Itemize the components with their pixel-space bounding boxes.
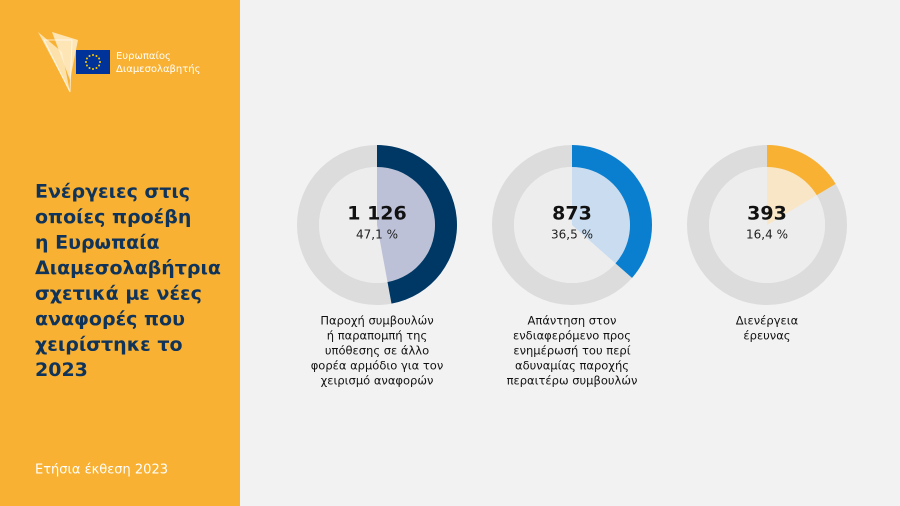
logo-text: Ευρωπαίος bbox=[116, 50, 171, 62]
star bbox=[98, 64, 101, 67]
count: 873 bbox=[552, 203, 592, 225]
caption-line: έρευνας bbox=[743, 329, 790, 343]
percent: 16,4 % bbox=[746, 228, 788, 242]
star bbox=[99, 61, 101, 63]
caption-line: Διενέργεια bbox=[736, 314, 799, 328]
ring-arc bbox=[767, 145, 836, 196]
caption-line: αδυναμίας παροχής bbox=[515, 359, 629, 373]
star bbox=[95, 67, 98, 70]
title-line: Διαμεσολαβήτρια bbox=[35, 257, 221, 279]
star bbox=[92, 68, 94, 70]
title-line: χειρίστηκε το bbox=[35, 334, 183, 356]
star bbox=[85, 64, 88, 67]
caption-line: ή παραπομπή της bbox=[327, 329, 427, 343]
caption-line: ενδιαφερόμενο προς bbox=[513, 329, 631, 343]
star bbox=[98, 57, 101, 60]
caption-line: φορέα αρμόδιο για τον bbox=[311, 359, 444, 373]
caption-line: ενημέρωσή του περί bbox=[513, 344, 630, 358]
inner-wedge bbox=[767, 167, 817, 225]
title-line: 2023 bbox=[35, 359, 88, 381]
title-line: η Ευρωπαία bbox=[35, 232, 160, 254]
star bbox=[88, 54, 91, 57]
inner-wedge bbox=[377, 167, 436, 283]
title-line: Ενέργειες στις bbox=[35, 181, 190, 203]
ring-arc bbox=[377, 145, 458, 304]
title-line: σχετικά με νέες bbox=[35, 283, 202, 305]
logo-text: Διαμεσολαβητής bbox=[116, 63, 201, 75]
caption-line: Απάντηση στον bbox=[528, 314, 617, 328]
sidebar-title: Ενέργειες στις οποίες προέβη η Ευρωπαία Δια… bbox=[35, 181, 221, 382]
percent: 47,1 % bbox=[356, 228, 398, 242]
caption-line: υπόθεσης σε άλλο bbox=[325, 344, 429, 358]
title-line: οποίες προέβη bbox=[35, 206, 191, 228]
star bbox=[85, 57, 88, 60]
star bbox=[95, 54, 98, 57]
star bbox=[92, 54, 94, 56]
percent: 36,5 % bbox=[551, 228, 593, 242]
caption-line: περαιτέρω συμβουλών bbox=[507, 374, 638, 388]
caption-line: χειρισμό αναφορών bbox=[321, 374, 434, 388]
star bbox=[88, 67, 91, 70]
inner-wedge bbox=[572, 167, 631, 264]
count: 393 bbox=[747, 203, 787, 225]
sidebar bbox=[0, 0, 240, 506]
ring-arc bbox=[572, 145, 652, 278]
logo-mark bbox=[38, 32, 110, 93]
footer: Ετήσια έκθεση 2023 bbox=[35, 463, 168, 478]
star bbox=[85, 61, 87, 63]
title-line: αναφορές που bbox=[35, 308, 185, 330]
count: 1 126 bbox=[347, 203, 407, 225]
caption-line: Παροχή συμβουλών bbox=[320, 314, 433, 328]
